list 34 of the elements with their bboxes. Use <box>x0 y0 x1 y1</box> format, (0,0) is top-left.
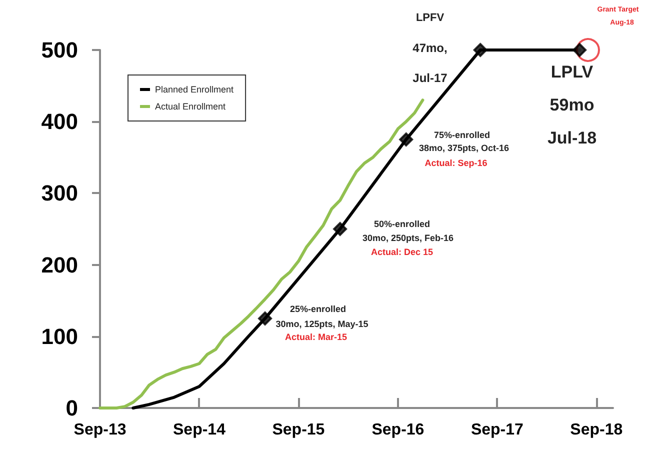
annotation: LPLV <box>550 62 594 82</box>
y-tick-label: 300 <box>41 180 78 206</box>
y-tick-label: 200 <box>41 252 78 278</box>
point <box>258 312 272 326</box>
y-tick-label: 500 <box>41 38 78 62</box>
y-tick-label: 0 <box>66 396 78 420</box>
annotation: 38mo, 375pts, Oct-16 <box>418 143 510 153</box>
annotation: 47mo, <box>412 41 448 55</box>
legend-label: Planned Enrollment <box>155 84 234 94</box>
annotation: 59mo <box>550 96 594 114</box>
annotation: Jul-17 <box>412 71 448 85</box>
y-tick-label: 400 <box>41 109 78 134</box>
annotation: Actual: Sep-16 <box>424 158 488 168</box>
y-tick-label: 100 <box>41 324 78 349</box>
annotation: Actual: Mar-15 <box>284 332 348 342</box>
point <box>399 132 414 146</box>
x-tick-label: Sep-15 <box>272 422 325 438</box>
x-tick-label: Sep-17 <box>470 422 524 438</box>
x-tick-label: Sep-18 <box>570 422 623 438</box>
annotation: 25%-enrolled <box>290 304 346 314</box>
annotation: 30mo, 125pts, May-15 <box>276 319 368 329</box>
annotation: Actual: Dec 15 <box>370 247 434 257</box>
point <box>572 43 587 57</box>
annotation: 50%-enrolled <box>374 219 430 229</box>
annotation: 30mo, 250pts, Feb-16 <box>362 233 454 243</box>
text: LPFV <box>416 12 445 24</box>
x-tick-label: Sep-14 <box>172 422 226 438</box>
x-tick-label: Sep-16 <box>372 422 424 438</box>
x-tick-label: Sep-13 <box>74 422 126 438</box>
point <box>473 43 488 57</box>
point <box>333 222 348 236</box>
legend-label: Actual Enrollment <box>155 102 226 112</box>
annotation: 75%-enrolled <box>434 130 490 140</box>
annotation: Jul-18 <box>547 128 597 148</box>
